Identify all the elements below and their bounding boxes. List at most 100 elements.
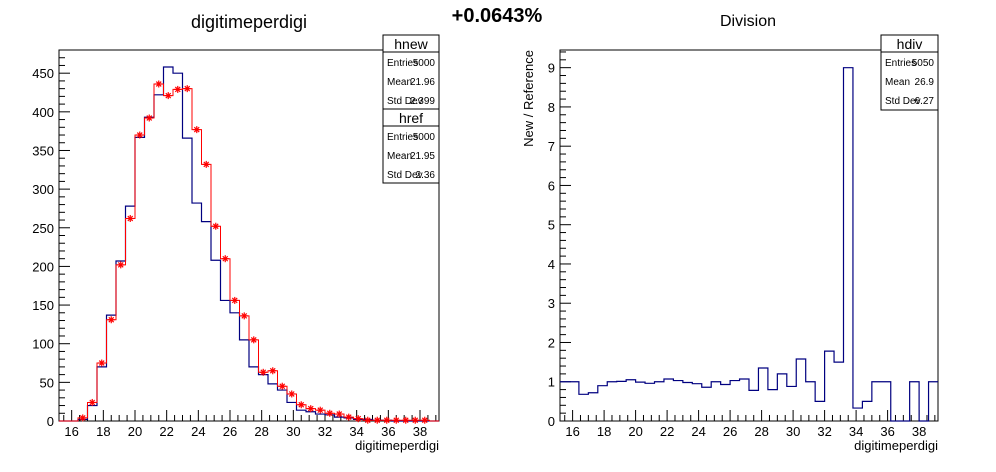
series-href-marker <box>164 92 172 100</box>
x-tick-label: 30 <box>286 424 300 439</box>
stats-box-frame <box>382 34 440 110</box>
y-tick-label: 2 <box>548 335 555 350</box>
series-href-marker <box>364 416 372 424</box>
series-hdiv-line <box>560 67 938 422</box>
y-tick-label: 250 <box>32 221 54 236</box>
series-href-marker <box>421 416 429 424</box>
x-tick-label: 26 <box>723 424 737 439</box>
stats-row-label: Entries <box>387 132 418 143</box>
y-tick-label: 7 <box>548 139 555 154</box>
stats-row-value: 21.95 <box>410 151 435 162</box>
stats-box-title: hnew <box>394 36 428 52</box>
x-tick-label: 18 <box>597 424 611 439</box>
x-axis-label: digitimeperdigi <box>355 438 439 453</box>
series-href-marker <box>288 390 296 398</box>
x-tick-label: 16 <box>64 424 78 439</box>
series-href-marker <box>316 406 324 414</box>
x-tick-label: 28 <box>254 424 268 439</box>
x-tick-label: 20 <box>628 424 642 439</box>
x-tick-label: 34 <box>849 424 863 439</box>
x-tick-label: 24 <box>691 424 705 439</box>
stats-row-value: 2.399 <box>410 96 435 107</box>
x-tick-label: 38 <box>912 424 926 439</box>
stats-row-label: Mean <box>387 77 412 88</box>
x-tick-label: 32 <box>817 424 831 439</box>
series-href-marker <box>126 214 134 222</box>
stats-row-label: Entries <box>387 58 418 69</box>
stats-row-label: Entries <box>885 58 916 69</box>
y-tick-label: 200 <box>32 259 54 274</box>
x-tick-label: 32 <box>318 424 332 439</box>
series-href-marker <box>155 80 163 88</box>
y-tick-label: 150 <box>32 298 54 313</box>
x-tick-label: 16 <box>565 424 579 439</box>
series-href-marker <box>193 126 201 134</box>
y-tick-label: 0 <box>548 414 555 429</box>
series-href-marker <box>269 367 277 375</box>
stats-row-label: Std Dev <box>387 170 423 181</box>
stats-box-frame <box>382 108 440 184</box>
y-tick-label: 8 <box>548 100 555 115</box>
x-tick-label: 22 <box>660 424 674 439</box>
stats-box-frame <box>880 34 939 111</box>
y-tick-label: 1 <box>548 375 555 390</box>
x-tick-label: 18 <box>96 424 110 439</box>
stats-box-title: href <box>399 110 423 126</box>
series-href-marker <box>259 368 267 376</box>
x-tick-label: 36 <box>381 424 395 439</box>
stats-row-value: 6.27 <box>915 96 935 107</box>
series-href-marker <box>145 114 153 122</box>
x-tick-label: 22 <box>159 424 173 439</box>
x-tick-label: 38 <box>413 424 427 439</box>
series-href-marker <box>297 401 305 409</box>
series-href-marker <box>212 222 220 230</box>
series-href-marker <box>411 416 419 424</box>
ratio-label: +0.0643% <box>452 5 543 27</box>
series-href-marker <box>373 416 381 424</box>
y-tick-label: 450 <box>32 66 54 81</box>
stats-box-title: hdiv <box>897 36 923 52</box>
x-tick-label: 36 <box>880 424 894 439</box>
panel-title: digitimeperdigi <box>191 12 307 32</box>
x-tick-label: 24 <box>191 424 205 439</box>
series-href-marker <box>136 131 144 139</box>
y-tick-label: 350 <box>32 143 54 158</box>
panel-title: Division <box>720 13 776 30</box>
y-tick-label: 6 <box>548 178 555 193</box>
x-tick-label: 20 <box>128 424 142 439</box>
series-href-marker <box>345 413 353 421</box>
y-tick-label: 0 <box>47 414 54 429</box>
stats-row-value: 21.96 <box>410 77 435 88</box>
plot-frame <box>559 49 939 422</box>
y-tick-label: 5 <box>548 218 555 233</box>
series-href-marker <box>383 416 391 424</box>
stats-row-label: Mean <box>885 77 910 88</box>
series-href-marker <box>88 398 96 406</box>
y-tick-label: 300 <box>32 182 54 197</box>
series-href-marker <box>307 405 315 413</box>
series-href-marker <box>183 85 191 93</box>
x-tick-label: 30 <box>786 424 800 439</box>
y-tick-label: 3 <box>548 296 555 311</box>
series-hnew-line <box>59 66 439 422</box>
y-tick-label: 50 <box>40 375 54 390</box>
y-tick-label: 100 <box>32 337 54 352</box>
stats-row-value: 26.9 <box>915 77 935 88</box>
series-href-line <box>59 83 439 422</box>
series-href-marker <box>278 382 286 390</box>
series-href-marker <box>354 415 362 423</box>
series-href-marker <box>240 312 248 320</box>
y-tick-label: 4 <box>548 257 555 272</box>
series-href-marker <box>335 410 343 418</box>
x-tick-label: 28 <box>754 424 768 439</box>
stats-row-label: Std Dev <box>387 96 423 107</box>
stats-row-value: 2.36 <box>416 170 436 181</box>
series-href-marker <box>202 160 210 168</box>
series-href-marker <box>402 416 410 424</box>
x-tick-label: 26 <box>223 424 237 439</box>
